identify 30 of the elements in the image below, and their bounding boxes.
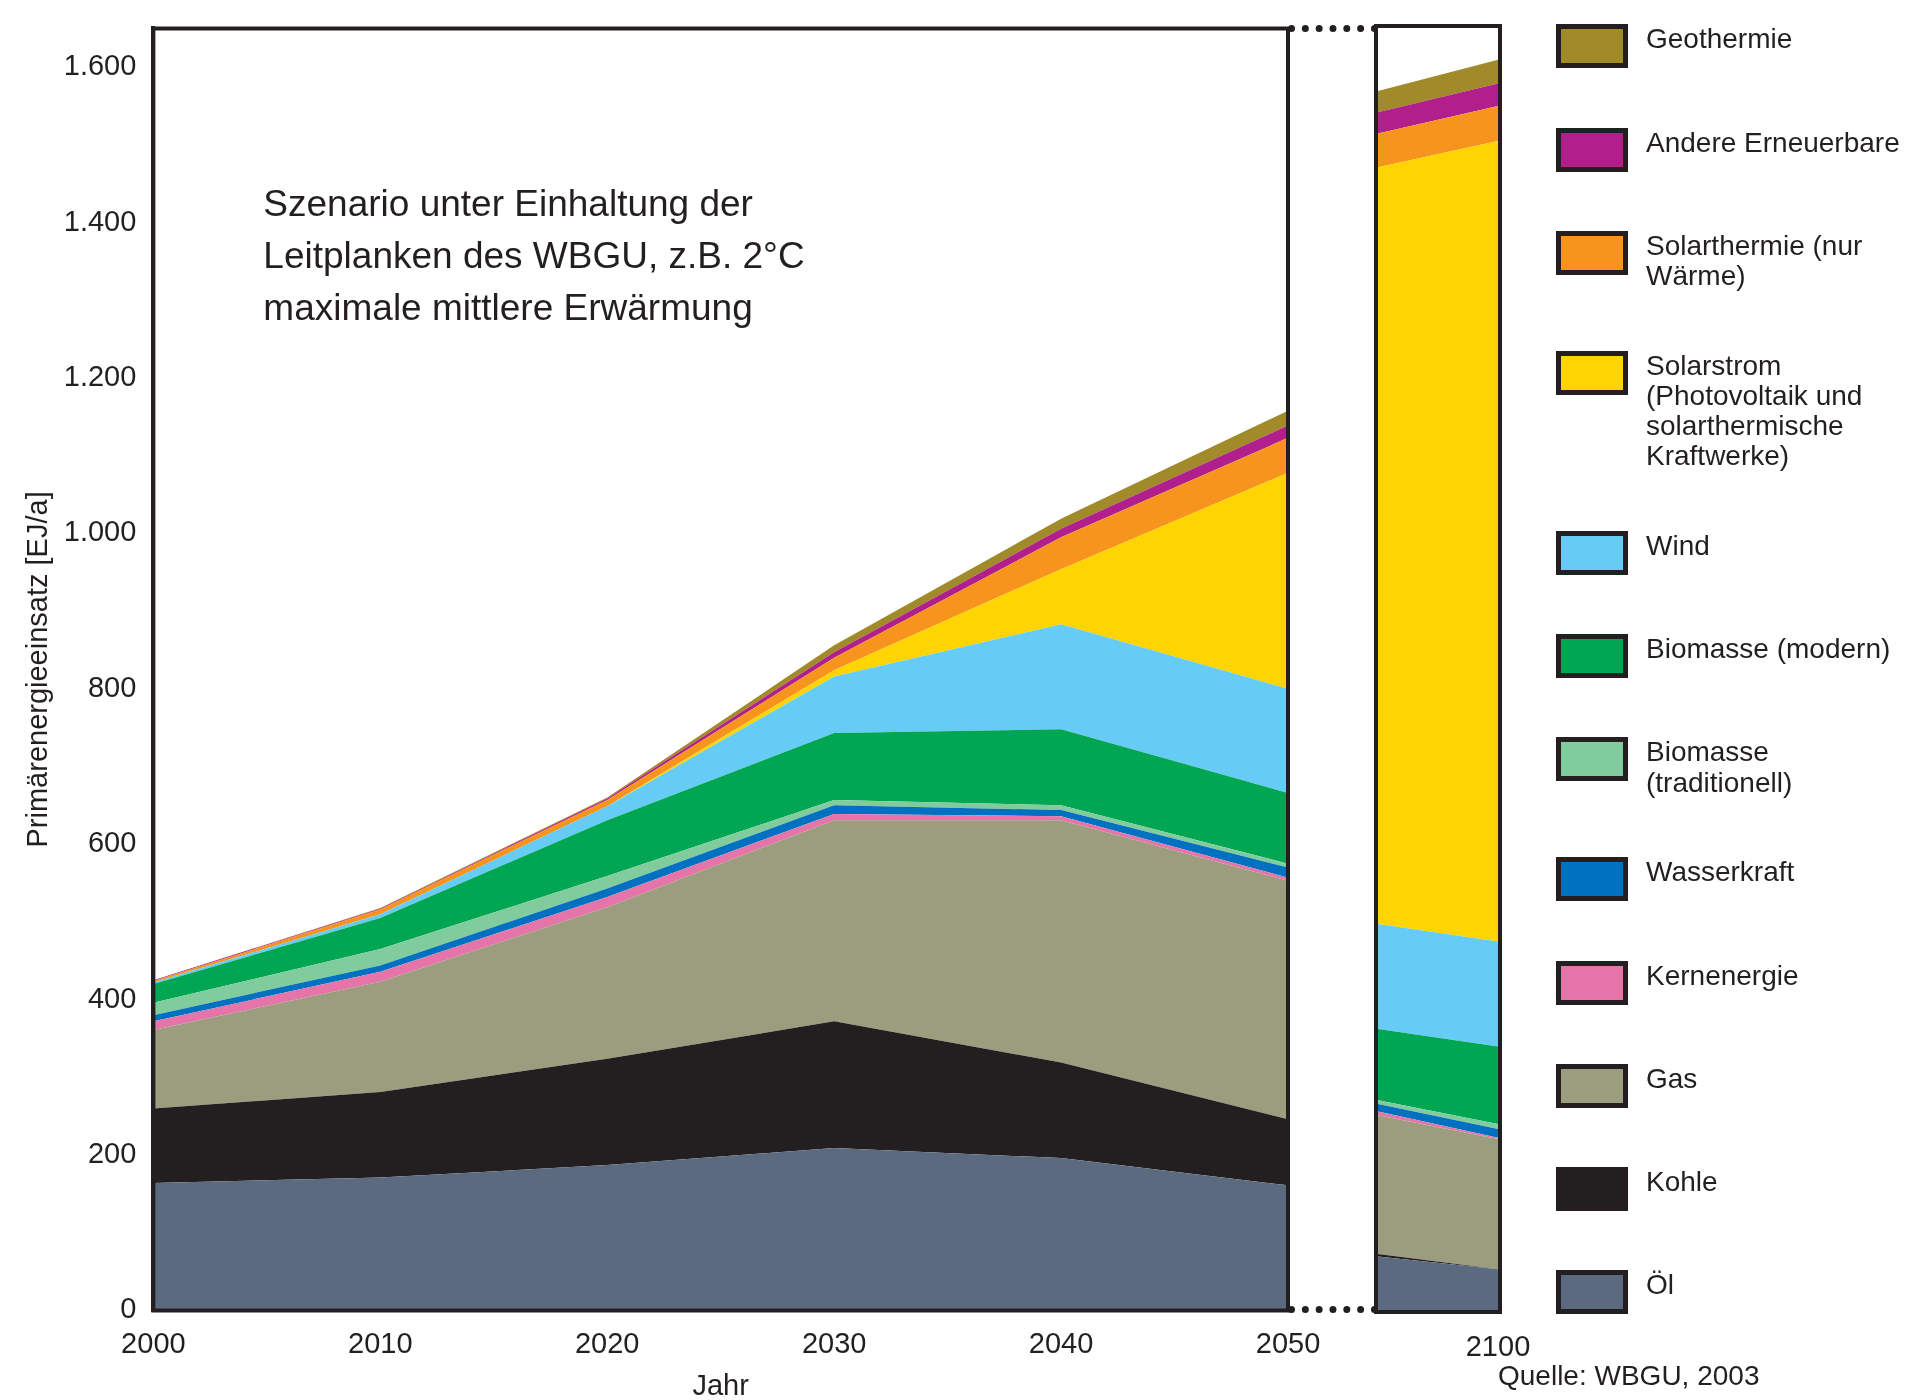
legend-label: Biomasse (traditionell) (1646, 736, 1794, 798)
y-tick-label: 600 (87, 826, 137, 859)
legend-label: Geothermie (1646, 23, 1794, 55)
legend-label: Öl (1646, 1269, 1675, 1301)
y-tick-label: 1.400 (63, 204, 137, 237)
legend-label: Kernenergie (1646, 959, 1800, 991)
y-axis-title: Primärenergieeinsatz [EJ/a] (21, 491, 54, 848)
legend-label: Solarthermie (nur Wärme) (1646, 229, 1864, 292)
x-tick-label: 2040 (1028, 1326, 1094, 1359)
legend-label: Solarstrom (Photovoltaik und solarthermische Kraftwerke) (1646, 349, 1864, 472)
x-tick-label: 2050 (1255, 1326, 1321, 1359)
y-tick-label: 1.600 (63, 49, 137, 82)
y-tick-label: 800 (87, 670, 137, 703)
legend-label: Andere Erneuerbare (1646, 126, 1901, 158)
y-tick-label: 200 (87, 1137, 137, 1170)
legend-label: Kohle (1646, 1166, 1719, 1198)
x-tick-label: 2000 (121, 1326, 186, 1359)
y-tick-label: 1.200 (63, 360, 137, 393)
annotation: Szenario unter Einhaltung der Leitplanken des WBGU, z.B. 2°C maximale mittlere Erwärmung (263, 182, 806, 330)
legend-label: Wind (1646, 529, 1711, 562)
x-tick-label: 2020 (574, 1326, 640, 1359)
legend-label: Biomasse (modern) (1646, 633, 1892, 665)
x-tick-label: 2030 (801, 1326, 867, 1359)
x-tick-label: 2010 (348, 1326, 413, 1359)
legend-label: Gas (1646, 1062, 1699, 1095)
legend-label: Wasserkraft (1646, 856, 1796, 888)
x-axis-title: Jahr (692, 1368, 750, 1400)
y-tick-label: 0 (120, 1292, 137, 1325)
y-tick-label: 400 (87, 981, 137, 1014)
y-tick-label: 1.000 (63, 515, 137, 548)
